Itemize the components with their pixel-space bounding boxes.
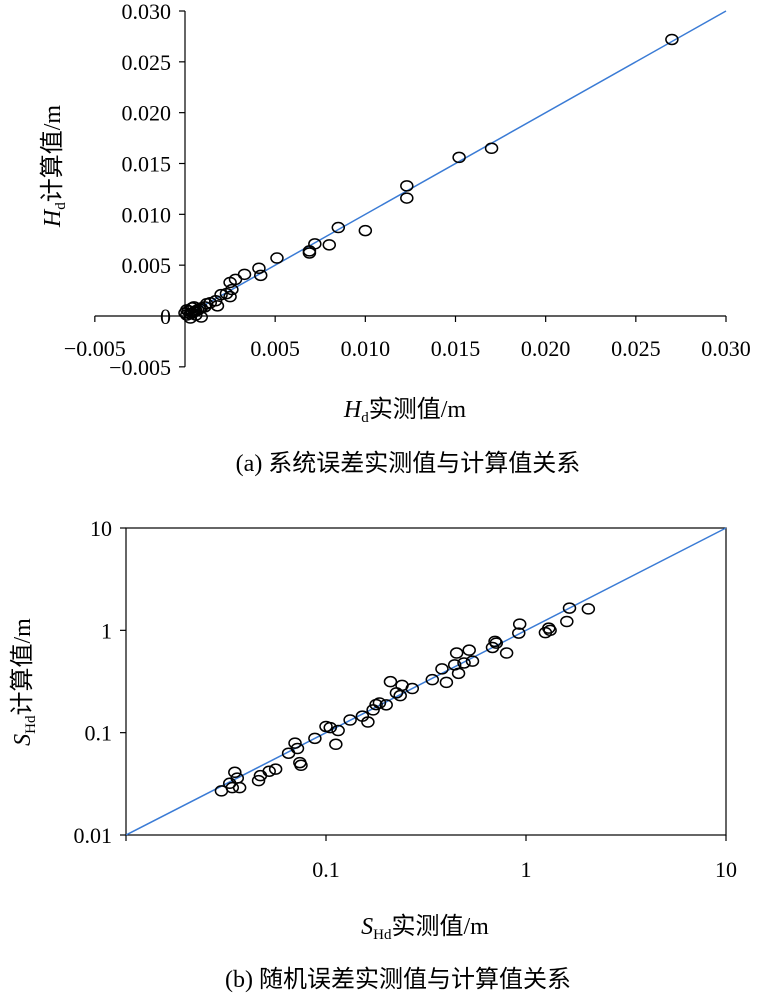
x-tick-label-a: −0.005 (64, 336, 126, 361)
data-point-b (225, 781, 240, 794)
data-point-b (329, 738, 343, 751)
data-point-a (452, 151, 466, 164)
x-tick-label-b: 1 (521, 857, 532, 882)
data-point-a (322, 239, 337, 251)
y-tick-label-a: 0.010 (122, 202, 172, 227)
data-point-b (308, 732, 322, 745)
scatter-points-a (178, 33, 679, 324)
data-point-a (185, 302, 199, 314)
y-axis-label-a: Hd计算值/m (39, 105, 69, 229)
data-point-a (665, 33, 679, 46)
x-tick-label-b: 10 (715, 857, 737, 882)
data-point-b (268, 763, 283, 775)
x-tick-label-a: 0.010 (341, 336, 391, 361)
data-point-b (581, 603, 596, 615)
caption-b: (b) 随机误差实测值与计算值关系 (225, 966, 571, 993)
data-point-b (512, 627, 526, 639)
data-point-b (383, 675, 398, 688)
x-tick-label-a: 0.020 (521, 336, 571, 361)
y-tick-labels-a: −0.005 0 0.005 0.010 0.015 0.020 0.025 0.030 (109, 0, 171, 380)
data-point-b (228, 766, 242, 779)
data-point-a (270, 252, 284, 264)
data-point-a (400, 180, 414, 192)
data-point-b (449, 647, 464, 659)
x-tick-label-a: 0.015 (431, 336, 481, 361)
data-point-b (465, 655, 480, 667)
y-tick-label-a: 0.020 (122, 101, 172, 126)
reference-line-a (184, 10, 727, 317)
data-point-b (439, 676, 454, 689)
reference-line-segment-a (184, 10, 727, 317)
chart-b: 0.1 1 10 0.01 0.1 1 10 SHd实测值/m SHd计算值/m (b) … (9, 516, 737, 993)
plot-frame-b (125, 527, 727, 836)
y-tick-label-b: 10 (90, 516, 112, 541)
data-point-a (252, 262, 266, 274)
data-point-b (488, 635, 502, 648)
x-tick-label-a: 0.030 (701, 336, 751, 361)
data-point-b (323, 721, 337, 734)
y-axis-label-b: SHd计算值/m (9, 618, 39, 746)
data-point-b (562, 602, 577, 614)
x-axis-label-a: Hd实测值/m (343, 396, 467, 426)
scatter-points-b (214, 602, 596, 797)
data-point-b (290, 742, 305, 755)
data-point-b (405, 682, 420, 695)
chart-a: −0.005 0.005 0.010 0.015 0.020 0.025 0.030 −0.… (39, 0, 751, 477)
y-tick-label-a: −0.005 (109, 355, 171, 380)
data-point-b (393, 689, 407, 702)
data-point-b (294, 759, 308, 772)
y-tick-label-a: 0.005 (122, 253, 172, 278)
data-point-b (451, 667, 466, 680)
y-tick-label-a: 0.025 (122, 50, 172, 75)
data-point-b (489, 637, 504, 649)
data-point-b (288, 737, 302, 749)
y-tick-label-a: 0 (160, 304, 171, 329)
data-point-b (457, 657, 471, 669)
data-point-b (512, 618, 527, 630)
data-point-b (462, 644, 476, 656)
data-point-b (251, 774, 266, 787)
y-tick-label-b: 0.1 (85, 721, 113, 746)
data-point-a (219, 287, 234, 300)
y-tick-labels-b: 0.01 0.1 1 10 (74, 516, 113, 848)
data-point-a (331, 221, 346, 234)
y-tick-label-a: 0.015 (122, 152, 172, 177)
data-point-b (232, 781, 247, 794)
data-point-a (253, 269, 268, 282)
data-point-b (543, 624, 557, 637)
data-point-b (343, 714, 357, 726)
y-tick-label-b: 0.01 (74, 823, 113, 848)
data-point-b (425, 673, 440, 686)
data-point-a (194, 311, 208, 323)
axes-b (120, 527, 727, 841)
y-tick-label-b: 1 (101, 618, 112, 643)
caption-a: (a) 系统误差实测值与计算值关系 (236, 450, 581, 477)
y-tick-label-a: 0.030 (122, 0, 172, 24)
data-point-b (499, 647, 514, 659)
data-point-a (484, 142, 499, 154)
x-tick-label-b: 0.1 (312, 857, 340, 882)
data-point-a (358, 224, 373, 237)
data-point-b (361, 716, 375, 728)
data-point-b (560, 615, 574, 628)
data-point-b (262, 765, 276, 777)
data-point-a (223, 290, 237, 303)
data-point-a (400, 192, 414, 204)
data-point-b (372, 697, 387, 709)
data-point-a (302, 247, 317, 259)
data-point-b (379, 699, 393, 711)
data-point-a (223, 276, 237, 289)
x-axis-label-b: SHd实测值/m (361, 913, 489, 943)
data-point-b (435, 663, 449, 675)
data-point-a (237, 268, 252, 281)
x-tick-label-a: 0.005 (250, 336, 300, 361)
x-tick-labels-b: 0.1 1 10 (312, 857, 737, 882)
data-point-b (331, 724, 345, 737)
x-tick-labels-a: −0.005 0.005 0.010 0.015 0.020 0.025 0.030 (64, 336, 751, 361)
x-tick-label-a: 0.025 (611, 336, 661, 361)
